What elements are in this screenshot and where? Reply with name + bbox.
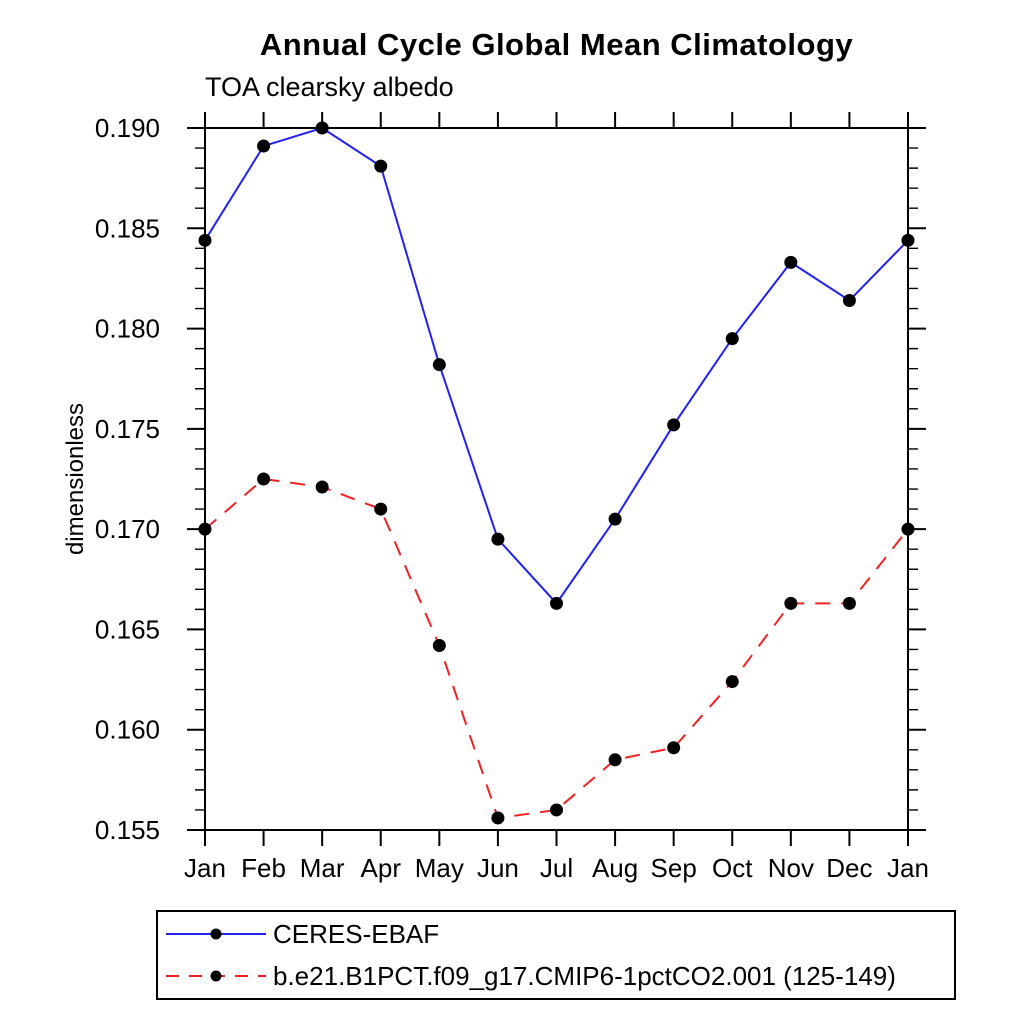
x-tick-label: Jun: [477, 853, 519, 883]
y-tick-label: 0.175: [95, 414, 160, 444]
chart-subtitle: TOA clearsky albedo: [205, 72, 454, 102]
y-tick-label: 0.170: [95, 514, 160, 544]
legend-label-obs: CERES-EBAF: [273, 919, 440, 949]
data-point-marker: [667, 741, 681, 755]
data-point-marker: [901, 233, 915, 247]
data-point-marker: [725, 332, 739, 346]
legend-sample-obs: [166, 928, 266, 940]
y-tick-label: 0.185: [95, 213, 160, 243]
legend-sample-model: [166, 970, 266, 982]
chart-title: Annual Cycle Global Mean Climatology: [259, 27, 854, 62]
data-point-marker: [667, 418, 681, 432]
data-point-marker: [725, 675, 739, 689]
x-tick-label: Mar: [300, 853, 345, 883]
data-point-marker: [374, 159, 388, 173]
x-axis-ticks: [204, 112, 909, 846]
data-point-marker: [257, 472, 271, 486]
y-axis-major-ticks: [187, 127, 926, 831]
series-line-0: [204, 126, 909, 605]
x-tick-label: Feb: [241, 853, 286, 883]
data-point-marker: [550, 596, 563, 610]
axis-frame: [204, 127, 909, 831]
x-tick-label: Apr: [361, 853, 402, 883]
y-tick-label: 0.190: [95, 113, 160, 143]
legend-item-obs: CERES-EBAF: [158, 914, 954, 954]
data-point-marker: [257, 139, 271, 153]
x-tick-label: Aug: [592, 853, 638, 883]
data-point-marker: [901, 522, 915, 536]
y-tick-label: 0.155: [95, 815, 160, 845]
data-point-marker: [315, 121, 329, 135]
data-point-marker: [608, 512, 622, 526]
x-tick-label: Oct: [712, 853, 753, 883]
data-point-marker: [491, 811, 505, 825]
legend-item-model: b.e21.B1PCT.f09_g17.CMIP6-1pctCO2.001 (1…: [158, 956, 954, 996]
y-axis-minor-ticks: [195, 147, 918, 811]
data-point-marker: [374, 502, 388, 516]
y-tick-label: 0.165: [95, 614, 160, 644]
x-tick-label: Jan: [887, 853, 929, 883]
data-point-marker: [842, 293, 856, 307]
y-tick-label: 0.160: [95, 715, 160, 745]
x-tick-label: Sep: [651, 853, 697, 883]
series-line-1: [204, 477, 909, 820]
data-point-marker: [784, 596, 798, 610]
data-point-marker: [608, 753, 622, 767]
data-point-marker: [784, 255, 798, 269]
data-point-marker: [432, 358, 446, 372]
data-point-marker: [491, 532, 505, 546]
data-point-marker: [550, 803, 563, 817]
data-point-marker: [315, 480, 329, 494]
data-point-marker: [198, 233, 212, 247]
legend-box: CERES-EBAF b.e21.B1PCT.f09_g17.CMIP6-1pc…: [156, 910, 956, 1000]
x-tick-label: May: [415, 853, 464, 883]
legend-label-model: b.e21.B1PCT.f09_g17.CMIP6-1pctCO2.001 (1…: [273, 961, 896, 991]
data-point-marker: [432, 638, 446, 652]
x-tick-label: Jan: [184, 853, 226, 883]
legend-marker-icon: [210, 928, 222, 940]
x-tick-label: Dec: [826, 853, 872, 883]
legend-marker-icon: [210, 970, 222, 982]
x-tick-label: Jul: [540, 853, 573, 883]
y-tick-label: 0.180: [95, 314, 160, 344]
data-point-marker: [198, 522, 212, 536]
x-tick-label: Nov: [768, 853, 814, 883]
data-point-marker: [842, 596, 856, 610]
